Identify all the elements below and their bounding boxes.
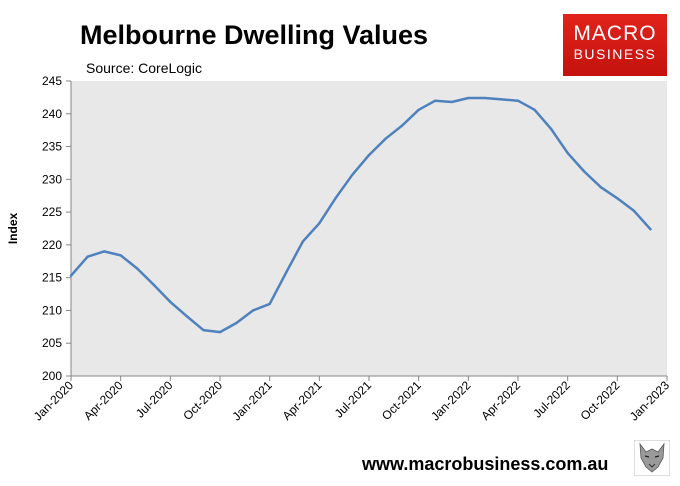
y-tick-label: 200 xyxy=(42,369,62,383)
logo-line-1: MACRO xyxy=(573,22,657,45)
data-point xyxy=(367,153,371,157)
y-tick-label: 230 xyxy=(42,172,62,186)
data-point xyxy=(566,151,569,155)
data-point xyxy=(400,124,404,127)
data-point xyxy=(417,108,420,112)
x-tick-label: Oct-2020 xyxy=(180,378,225,423)
data-point xyxy=(235,321,238,325)
chart-title: Melbourne Dwelling Values xyxy=(80,20,429,50)
data-point xyxy=(549,127,553,131)
x-tick-label: Jan-2021 xyxy=(230,378,276,424)
data-point xyxy=(384,137,387,140)
data-point xyxy=(152,283,155,287)
y-tick-label: 240 xyxy=(42,107,62,121)
x-tick-label: Jan-2023 xyxy=(627,378,673,424)
x-tick-label: Apr-2022 xyxy=(478,378,523,423)
y-tick-label: 205 xyxy=(42,336,62,350)
data-point xyxy=(285,271,288,274)
y-tick-label: 235 xyxy=(42,140,62,154)
footer-url: www.macrobusiness.com.au xyxy=(362,454,609,474)
data-point xyxy=(169,300,172,304)
x-tick-label: Jul-2022 xyxy=(530,378,573,421)
data-point xyxy=(318,222,321,225)
x-tick-label: Oct-2022 xyxy=(578,378,623,423)
y-axis-label: Index xyxy=(6,213,20,245)
x-tick-label: Apr-2021 xyxy=(280,378,325,423)
y-tick-label: 220 xyxy=(42,238,62,252)
y-tick-label: 215 xyxy=(42,271,62,285)
y-tick-label: 210 xyxy=(42,303,62,317)
data-point xyxy=(136,267,139,270)
data-point xyxy=(649,227,652,231)
data-point xyxy=(202,328,205,332)
data-point xyxy=(301,240,304,243)
x-tick-label: Jan-2020 xyxy=(31,378,77,424)
logo-line-2: BUSINESS xyxy=(573,46,657,62)
data-point xyxy=(500,98,503,101)
y-tick-label: 245 xyxy=(42,74,62,88)
data-point xyxy=(467,96,470,100)
data-point xyxy=(583,170,586,173)
data-point xyxy=(251,309,255,312)
data-point xyxy=(69,274,73,277)
data-point xyxy=(119,254,122,257)
data-point xyxy=(334,196,338,199)
plot-area xyxy=(71,81,667,376)
data-point xyxy=(351,173,354,176)
data-point xyxy=(434,99,437,102)
data-point xyxy=(218,330,222,334)
y-tick-label: 225 xyxy=(42,205,62,219)
data-point xyxy=(599,186,602,189)
series-line xyxy=(69,96,652,334)
wolf-logo-icon xyxy=(634,440,670,476)
x-tick-label: Oct-2021 xyxy=(379,378,424,423)
data-point xyxy=(102,250,106,253)
data-point xyxy=(632,209,636,212)
data-point xyxy=(185,315,189,318)
chart-subtitle: Source: CoreLogic xyxy=(86,60,202,76)
x-tick-label: Apr-2020 xyxy=(81,378,126,423)
data-point xyxy=(516,99,520,102)
x-tick-label: Jul-2021 xyxy=(332,378,375,421)
data-point xyxy=(533,108,536,112)
data-point xyxy=(268,302,271,306)
data-point xyxy=(616,197,619,200)
x-tick-label: Jan-2022 xyxy=(428,378,474,424)
data-point xyxy=(86,255,89,258)
data-point xyxy=(483,96,487,100)
x-tick-label: Jul-2020 xyxy=(133,378,176,421)
data-point xyxy=(450,100,453,104)
macrobusiness-logo: MACRO BUSINESS xyxy=(563,14,667,76)
